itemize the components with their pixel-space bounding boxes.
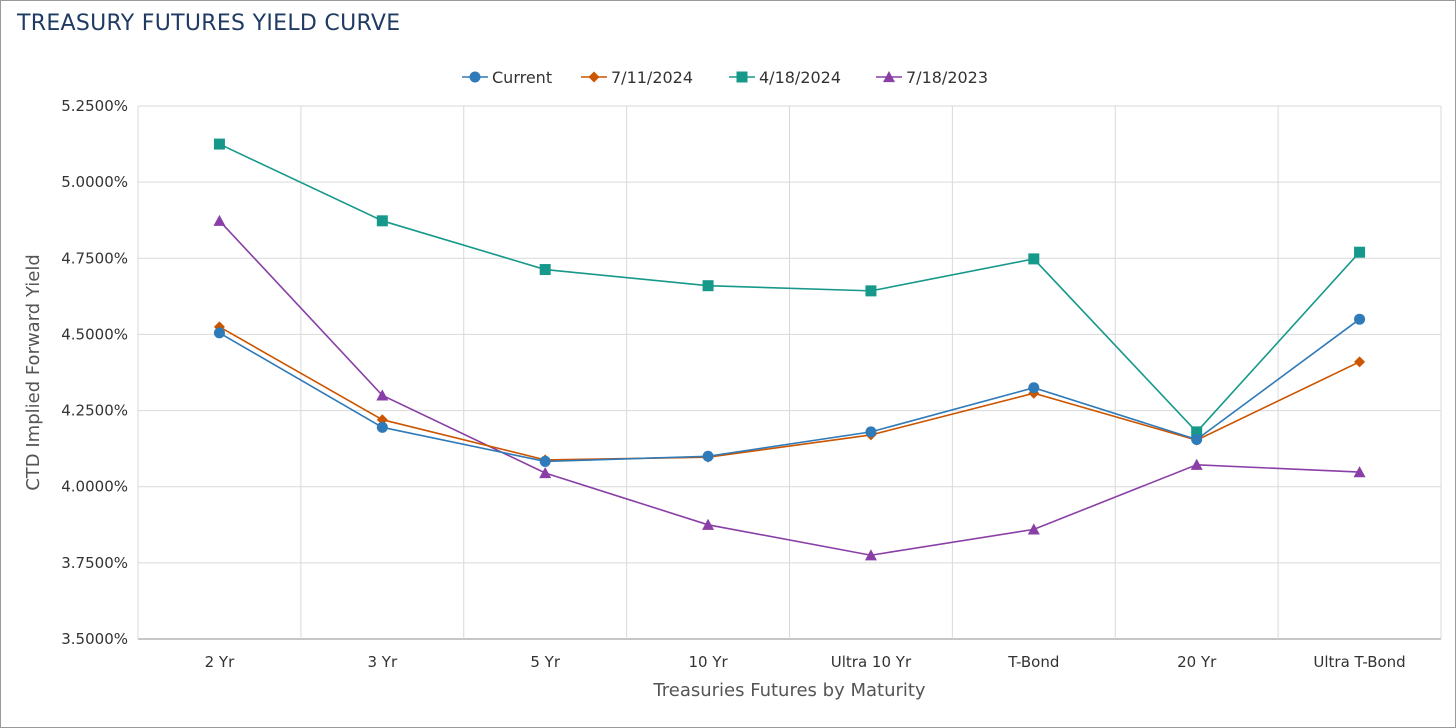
data-point-circle[interactable] (213, 327, 225, 339)
series-square (213, 138, 1366, 438)
legend-marker-triangle[interactable] (883, 71, 895, 83)
series-triangle (213, 214, 1366, 561)
y-tick-label: 4.7500% (61, 249, 128, 267)
data-point-square[interactable] (865, 285, 877, 297)
data-point-diamond[interactable] (1354, 356, 1366, 368)
data-point-triangle[interactable] (1353, 466, 1366, 478)
x-tick-label: 2 Yr (205, 653, 235, 671)
legend-marker-circle[interactable] (469, 71, 481, 83)
legend-label: 7/11/2024 (611, 68, 693, 87)
y-tick-label: 3.5000% (61, 630, 128, 648)
x-tick-label: 3 Yr (367, 653, 397, 671)
data-point-triangle[interactable] (1027, 523, 1040, 535)
data-point-square[interactable] (1191, 426, 1203, 438)
y-tick-label: 3.7500% (61, 554, 128, 572)
y-tick-label: 4.5000% (61, 325, 128, 343)
y-axis-label: CTD Implied Forward Yield (23, 254, 44, 491)
y-tick-label: 5.2500% (61, 97, 128, 115)
grid-lines (137, 105, 1442, 640)
x-tick-label: 20 Yr (1177, 653, 1217, 671)
legend-item[interactable]: 4/18/2024 (729, 68, 841, 87)
series-line (219, 143, 1361, 434)
legend-label: 7/18/2023 (906, 68, 988, 87)
data-point-triangle[interactable] (376, 389, 389, 401)
data-point-circle[interactable] (1354, 313, 1366, 325)
data-point-diamond[interactable] (376, 414, 388, 426)
series-line (218, 220, 1360, 557)
data-point-circle[interactable] (865, 426, 877, 438)
legend-item[interactable]: 7/11/2024 (581, 68, 693, 87)
legend[interactable]: Current 7/11/2024 4/18/2024 7/18/2023 (462, 68, 988, 87)
data-point-triangle[interactable] (539, 467, 552, 479)
data-point-circle[interactable] (1191, 434, 1203, 446)
legend-marker-diamond[interactable] (588, 71, 600, 83)
data-point-square[interactable] (1354, 246, 1366, 258)
data-point-square[interactable] (1028, 253, 1040, 265)
legend-item[interactable]: Current (462, 68, 552, 87)
data-point-circle[interactable] (1028, 382, 1040, 394)
x-tick-label: Ultra T-Bond (1313, 653, 1405, 671)
series-line (219, 326, 1360, 461)
data-point-triangle[interactable] (864, 549, 877, 561)
data-point-square[interactable] (213, 138, 225, 150)
data-point-square[interactable] (376, 215, 388, 227)
legend-item[interactable]: 7/18/2023 (876, 68, 988, 87)
legend-marker-square[interactable] (736, 71, 748, 83)
series-circle (213, 313, 1366, 467)
x-tick-label: 5 Yr (530, 653, 560, 671)
data-point-triangle[interactable] (1190, 458, 1203, 470)
data-point-triangle[interactable] (702, 518, 715, 530)
data-point-circle[interactable] (539, 455, 551, 467)
y-tick-label: 4.0000% (61, 478, 128, 496)
legend-label: Current (492, 68, 552, 87)
x-axis-ticks: 2 Yr 3 Yr 5 Yr 10 Yr Ultra 10 Yr T-Bond 20 Yr U… (205, 653, 1406, 671)
series-line (219, 318, 1361, 463)
y-axis-ticks: 3.5000% 3.7500% 4.0000% 4.2500% 4.5000% 4.750… (61, 97, 128, 648)
data-point-triangle[interactable] (213, 214, 226, 226)
data-point-circle[interactable] (702, 450, 714, 462)
series-group (213, 138, 1366, 561)
x-tick-label: 10 Yr (688, 653, 728, 671)
chart-title: TREASURY FUTURES YIELD CURVE (17, 11, 401, 36)
y-tick-label: 5.0000% (61, 173, 128, 191)
data-point-square[interactable] (702, 280, 714, 292)
x-axis-label: Treasuries Futures by Maturity (652, 680, 926, 701)
legend-label: 4/18/2024 (759, 68, 841, 87)
data-point-square[interactable] (539, 264, 551, 276)
x-tick-label: Ultra 10 Yr (831, 653, 912, 671)
x-tick-label: T-Bond (1007, 653, 1059, 671)
data-point-circle[interactable] (376, 421, 388, 433)
y-tick-label: 4.2500% (61, 402, 128, 420)
